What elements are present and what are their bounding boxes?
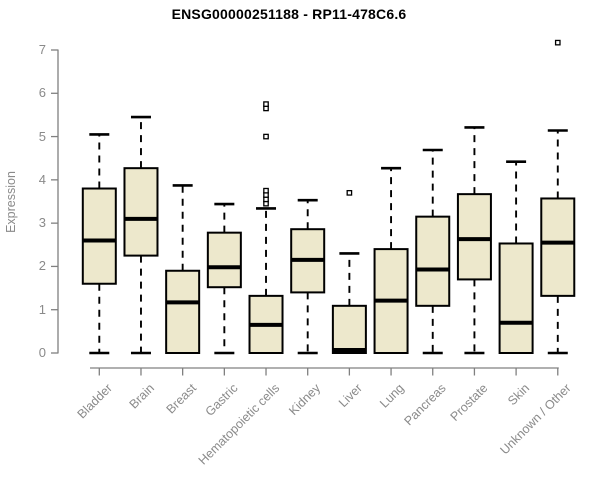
y-tick-label-4: 4: [38, 171, 46, 187]
outlier-unknown-other-0: [554, 39, 561, 46]
box-prostate: [456, 193, 492, 281]
y-tick-label-6: 6: [38, 85, 46, 101]
box-skin: [498, 242, 534, 354]
y-tick-label-2: 2: [38, 258, 46, 274]
box-breast: [165, 269, 201, 354]
box-gastric: [206, 231, 242, 289]
y-tick-label-1: 1: [38, 301, 46, 317]
outlier-hematopoietic-cells-6: [263, 101, 269, 107]
chart-title: ENSG00000251188 - RP11-478C6.6: [171, 6, 407, 22]
y-tick-label-3: 3: [38, 215, 46, 231]
outlier-liver-0: [346, 189, 353, 196]
y-tick-label-7: 7: [38, 42, 46, 57]
outlier-hematopoietic-cells-3: [263, 187, 269, 194]
y-tick-label-5: 5: [38, 128, 46, 144]
outlier-hematopoietic-cells-4: [263, 133, 269, 140]
box-brain: [123, 167, 159, 257]
box-pancreas: [415, 215, 451, 307]
y-tick-label-0: 0: [38, 345, 46, 360]
box-unknown-other: [540, 197, 576, 297]
box-liver: [331, 304, 367, 354]
box-bladder: [81, 187, 117, 285]
